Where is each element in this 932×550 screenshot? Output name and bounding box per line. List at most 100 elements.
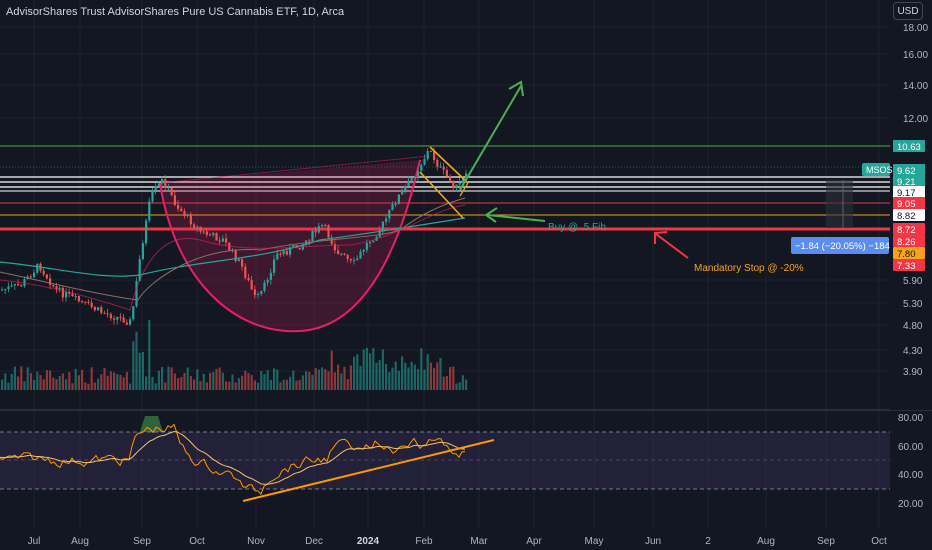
volume-bar	[74, 368, 77, 390]
buy-annotation: Buy @ .5 Fib	[548, 222, 606, 233]
candle-body	[420, 164, 423, 171]
volume-bar	[221, 372, 224, 390]
volume-bar	[321, 367, 324, 390]
price-label: 7.80	[897, 249, 916, 260]
candle-body	[263, 282, 266, 291]
volume-bar	[186, 367, 189, 390]
candle-body	[225, 238, 228, 243]
time-axis[interactable]	[0, 529, 932, 550]
candle-body	[167, 187, 170, 189]
price-label-bg	[893, 209, 925, 221]
candle-body	[45, 274, 48, 279]
candle-body	[404, 186, 407, 191]
candle-body	[125, 322, 128, 325]
bull-flag	[419, 146, 469, 219]
candle-body	[394, 203, 397, 205]
svg-text:−1.84 (−20.05%) −184: −1.84 (−20.05%) −184	[795, 241, 890, 252]
candle-body	[212, 233, 215, 236]
candle-body	[87, 301, 90, 303]
candle-body	[177, 205, 180, 209]
volume-bar	[365, 347, 368, 390]
candle-body	[116, 316, 119, 320]
volume-bar	[458, 382, 461, 390]
volume-bar	[292, 370, 295, 390]
candle-body	[84, 301, 87, 303]
candle-body	[321, 225, 324, 227]
candle-body	[90, 302, 93, 308]
rsi-axis-ticks: 80.00 60.00 40.00 20.00	[898, 413, 923, 510]
candlestick-series	[1, 147, 468, 327]
candle-body	[423, 159, 426, 165]
candle-body	[10, 285, 13, 287]
price-label: 9.05	[897, 199, 916, 210]
volume-bar	[157, 370, 160, 390]
volume-bar	[394, 361, 397, 390]
currency-button[interactable]: USD	[893, 2, 923, 20]
volume-bar	[116, 374, 119, 390]
volume-bar	[439, 357, 442, 390]
time-label: Jun	[645, 536, 661, 547]
volume-bar	[295, 380, 298, 390]
candle-body	[397, 194, 400, 204]
volume-bar	[423, 369, 426, 390]
volume-bar	[356, 354, 359, 390]
candle-body	[209, 234, 212, 236]
volume-bar	[311, 374, 314, 390]
candle-body	[164, 179, 167, 188]
time-label: Mar	[470, 536, 488, 547]
price-tick: 4.80	[903, 321, 923, 332]
candle-body	[257, 293, 260, 295]
rsi-axis[interactable]	[890, 411, 932, 529]
candle-body	[461, 178, 464, 183]
price-label: 9.17	[897, 188, 916, 199]
candle-body	[445, 169, 448, 177]
candle-body	[349, 258, 352, 261]
volume-bar	[148, 320, 151, 390]
candle-body	[365, 242, 368, 250]
grid	[0, 0, 890, 529]
volume-bar	[269, 379, 272, 390]
volume-bar	[193, 379, 196, 390]
volume-bar	[17, 376, 20, 390]
volume-bar	[285, 379, 288, 390]
candle-body	[199, 226, 202, 232]
volume-bar	[263, 374, 266, 390]
volume-bar	[301, 375, 304, 390]
volume-bar	[317, 369, 320, 390]
candle-body	[247, 277, 250, 281]
price-label: 8.82	[897, 211, 916, 222]
price-label-bg	[893, 164, 925, 176]
candle-body	[449, 176, 452, 181]
volume-bar	[314, 367, 317, 390]
candle-body	[372, 240, 375, 243]
volume-bar	[231, 374, 234, 390]
candle-body	[298, 248, 301, 250]
volume-bar	[173, 373, 176, 390]
candle-body	[401, 190, 404, 195]
candle-body	[97, 307, 100, 311]
volume-bar	[141, 351, 144, 390]
volume-bar	[202, 373, 205, 390]
volume-bar	[282, 379, 285, 390]
candle-body	[282, 251, 285, 254]
volume-bar	[349, 365, 352, 390]
volume-bar	[167, 366, 170, 390]
price-tick: 5.30	[903, 299, 923, 310]
price-tick: 14.00	[903, 81, 928, 92]
volume-bar	[401, 356, 404, 390]
volume-bar	[327, 371, 330, 390]
volume-bar	[324, 369, 327, 390]
volume-bar	[429, 362, 432, 390]
volume-bar	[417, 369, 420, 390]
stop-annotation: Mandatory Stop @ -20%	[694, 263, 804, 274]
volume-bar	[180, 376, 183, 390]
price-axis-labels: 10.63 MSOS 9.629.219.179.058.82 8.728.267.8…	[862, 140, 925, 272]
candle-body	[189, 214, 192, 225]
price-label: 7.33	[897, 261, 916, 272]
candle-body	[356, 258, 359, 261]
volume-bar	[378, 360, 381, 390]
candle-body	[433, 151, 436, 161]
volume-bar	[42, 379, 45, 390]
price-label-bg	[893, 186, 925, 198]
